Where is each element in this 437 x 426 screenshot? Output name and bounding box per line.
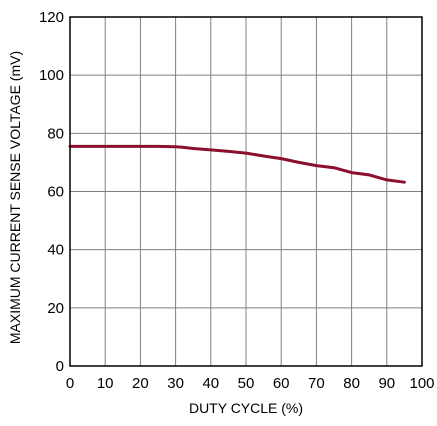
series-layer: [68, 144, 406, 184]
y-tick-label: 120: [39, 9, 64, 26]
y-axis-title: MAXIMUM CURRENT SENSE VOLTAGE (mV): [7, 51, 23, 344]
y-tick-label: 60: [47, 184, 64, 201]
x-axis-title: DUTY CYCLE (%): [189, 400, 303, 416]
x-tick-label: 50: [238, 375, 255, 392]
plot-frame: [69, 16, 423, 367]
y-tick-label: 80: [47, 125, 64, 142]
x-tick-label: 100: [409, 375, 434, 392]
x-tick-label: 0: [66, 375, 74, 392]
y-tick-label: 0: [56, 358, 64, 375]
plot-border: [69, 16, 423, 367]
x-tick-label: 20: [132, 375, 149, 392]
x-tick-label: 40: [202, 375, 219, 392]
x-tick-label: 90: [378, 375, 395, 392]
tick-labels: 0 10 20 30 40 50 60 70 80 90 100 0 20 40 60 80 100 120: [39, 9, 435, 392]
grid: [70, 17, 422, 366]
x-tick-label: 70: [308, 375, 325, 392]
y-tick-label: 20: [47, 300, 64, 317]
y-tick-label: 40: [47, 242, 64, 259]
x-tick-label: 30: [167, 375, 184, 392]
y-tick-label: 100: [39, 67, 64, 84]
x-tick-label: 60: [273, 375, 290, 392]
x-tick-label: 10: [97, 375, 114, 392]
series-line: [68, 144, 406, 184]
x-tick-label: 80: [343, 375, 360, 392]
